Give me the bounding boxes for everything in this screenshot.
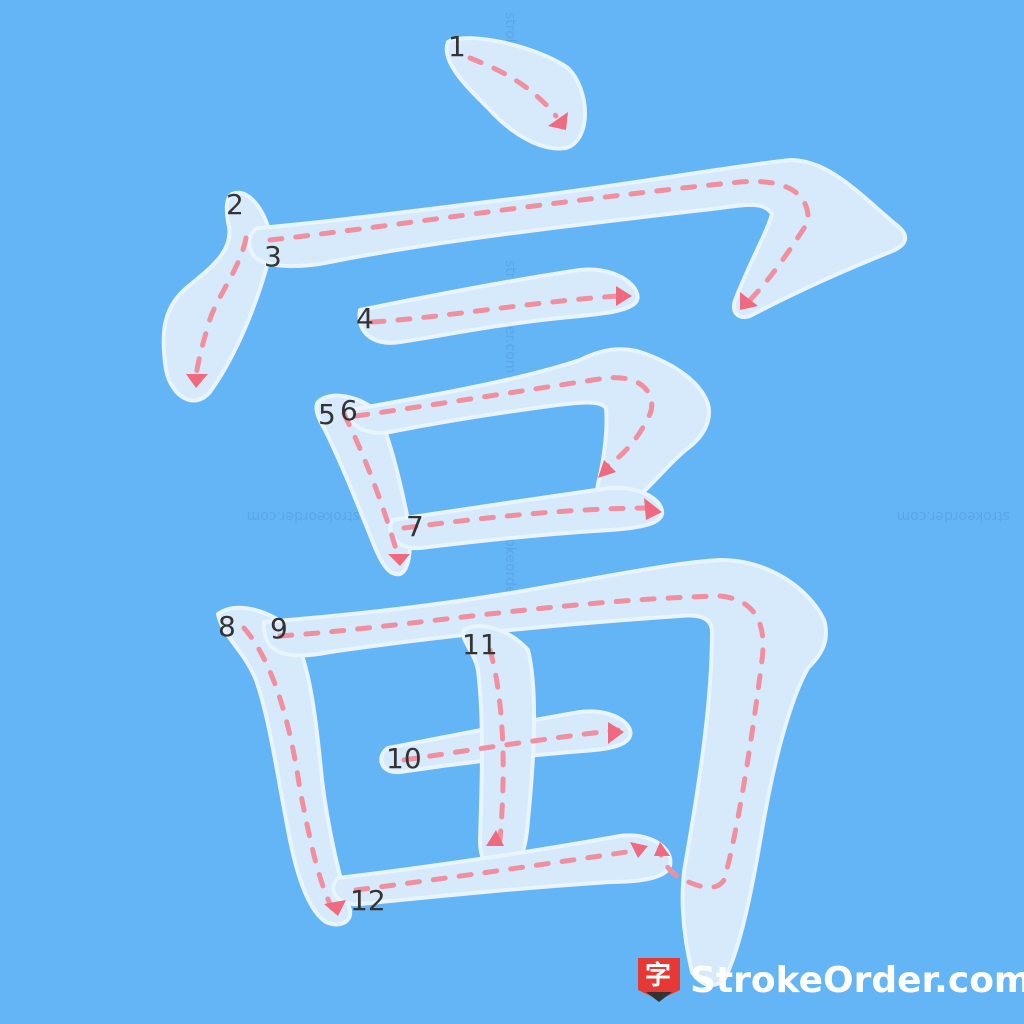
stroke-1 <box>444 36 587 151</box>
stroke-number-4: 4 <box>356 302 374 335</box>
stroke-number-11: 11 <box>462 628 498 661</box>
stroke-9 <box>261 558 828 988</box>
arrow-5 <box>388 554 410 566</box>
guide-8 <box>241 625 335 911</box>
stroke-number-10: 10 <box>386 742 422 775</box>
arrow-1 <box>548 112 568 130</box>
arrow-11 <box>486 830 504 846</box>
guide-1 <box>467 55 559 119</box>
arrow-9 <box>654 842 670 856</box>
stroke-number-3: 3 <box>264 240 282 273</box>
arrow-8 <box>324 900 346 916</box>
arrow-10 <box>608 722 624 744</box>
guide-10 <box>401 727 621 763</box>
stroke-guides <box>193 55 811 911</box>
arrow-6 <box>598 460 616 478</box>
guide-6 <box>353 375 655 471</box>
stroke-number-12: 12 <box>350 884 386 917</box>
stroke-number-5: 5 <box>318 398 336 431</box>
logo-char: 字 <box>645 960 671 991</box>
stroke-number-2: 2 <box>226 188 244 221</box>
stroke-4 <box>357 267 640 345</box>
guide-3 <box>267 178 811 305</box>
logo-badge-tip-icon <box>646 992 672 1002</box>
arrow-12 <box>630 842 648 858</box>
stroke-7 <box>388 485 665 551</box>
stroke-number-1: 1 <box>448 30 466 63</box>
arrow-3 <box>740 292 758 310</box>
brand-logo: 字 StrokeOrder.com <box>638 958 1024 1002</box>
stroke-number-8: 8 <box>218 610 236 643</box>
stroke-arrows <box>186 112 758 916</box>
arrow-4 <box>616 286 632 306</box>
stroke-number-6: 6 <box>340 394 358 427</box>
stroke-number-9: 9 <box>270 612 288 645</box>
arrow-2 <box>186 374 208 388</box>
guide-12 <box>353 847 643 893</box>
stroke-number-7: 7 <box>406 510 424 543</box>
stroke-numbers: 1 2 3 4 5 6 7 8 9 10 11 12 <box>218 30 498 917</box>
guide-4 <box>369 293 621 325</box>
guide-5 <box>341 411 401 559</box>
arrow-7 <box>644 498 662 520</box>
guide-11 <box>487 647 506 843</box>
character-strokes <box>161 36 908 988</box>
stroke-2 <box>161 190 274 403</box>
watermark-horizontal: strokeorder.com <box>897 508 1010 524</box>
guide-2 <box>193 235 249 379</box>
guide-7 <box>401 505 655 531</box>
brand-name: StrokeOrder.com <box>690 960 1024 1001</box>
logo-badge-icon <box>638 958 680 1000</box>
stroke-6 <box>347 347 711 509</box>
stroke-3 <box>247 158 908 319</box>
stroke-12 <box>331 833 673 907</box>
watermark-horizontal-3: strokeorder.com <box>247 508 360 524</box>
guide-9 <box>277 593 766 890</box>
